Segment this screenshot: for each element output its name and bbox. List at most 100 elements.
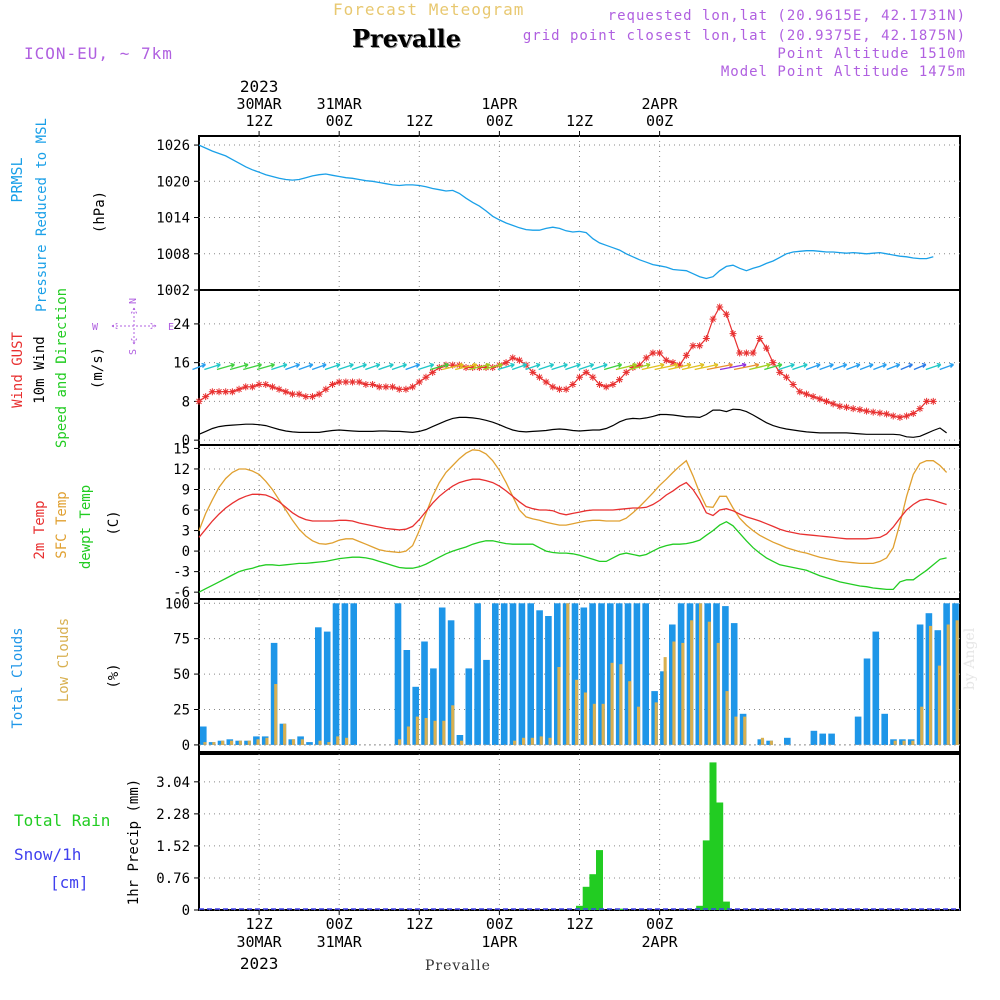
total-clouds-bar: [828, 733, 835, 745]
wind-direction-arrow: [229, 362, 249, 371]
gust-marker: [329, 380, 337, 388]
gust-marker: [409, 383, 417, 391]
total-clouds-bar: [562, 603, 570, 745]
total-clouds-bar: [412, 686, 419, 745]
low-clouds-bar: [283, 723, 287, 745]
wind-direction-arrow: [298, 362, 314, 371]
total-clouds-bar: [447, 620, 455, 745]
total-clouds-bar: [208, 742, 216, 745]
wind-speed-line: [198, 408, 947, 438]
wind-direction-arrow: [819, 362, 834, 371]
compass-north-label: N: [128, 298, 139, 304]
gust-marker: [349, 378, 357, 386]
y-tick-label: 0: [182, 738, 190, 754]
gust-marker: [782, 373, 790, 381]
temperature-panel: -6 -3 0 3 6 9 12 15 2m Temp SFC Temp dewpt Temp (C): [32, 441, 961, 601]
total-clouds-bar: [810, 730, 818, 745]
total-clouds-bar: [438, 607, 446, 745]
gust-marker: [616, 376, 624, 384]
wind-direction-arrow: [391, 362, 408, 371]
total-clouds-bar: [952, 603, 959, 745]
total-clouds-bar: [651, 691, 658, 745]
gust-marker: [215, 388, 223, 396]
gust-marker: [402, 385, 410, 393]
low-clouds-bar: [424, 718, 428, 745]
bottom-year-label: 2023: [240, 954, 279, 973]
gust-marker: [515, 356, 523, 364]
gust-marker: [248, 383, 256, 391]
total-clouds-bar: [669, 624, 676, 745]
low-clouds-bar: [230, 740, 234, 745]
total-clouds-bar: [306, 742, 313, 745]
gust-marker: [576, 373, 583, 381]
wind-direction-arrow: [694, 362, 719, 371]
total-clouds-bar: [554, 603, 561, 745]
top-hour-label: 00Z: [646, 112, 673, 130]
low-clouds-bar: [291, 739, 295, 745]
wind-direction-arrow: [578, 362, 595, 371]
wind-direction-arrow: [873, 362, 887, 371]
y-tick-label: 9: [182, 482, 190, 498]
total-clouds-bar: [350, 603, 357, 745]
y-tick-label: 12: [173, 462, 190, 478]
total-clouds-bar: [518, 603, 526, 745]
gust-marker: [429, 368, 437, 376]
dewpoint-line: [198, 520, 947, 593]
gust-marker: [889, 412, 897, 420]
total-clouds-ylabel: Total Clouds: [10, 627, 26, 728]
gust-marker: [415, 378, 423, 386]
clouds-unit-label: (%): [106, 663, 122, 688]
low-clouds-bar: [690, 620, 694, 745]
low-clouds-bar: [672, 641, 676, 745]
gust-marker: [909, 410, 917, 418]
gust-marker: [235, 385, 243, 393]
low-clouds-bar: [637, 706, 641, 745]
wind-direction-arrow: [405, 362, 421, 371]
wind-direction-arrow: [551, 362, 568, 371]
wind-direction-arrow: [913, 362, 927, 371]
top-day-label: 31MAR: [317, 95, 363, 113]
gust-marker: [469, 364, 477, 371]
2m-temp-ylabel: 2m Temp: [32, 500, 48, 559]
model-label: ICON-EU, ~ 7km: [24, 44, 173, 63]
y-tick-label: 100: [165, 596, 190, 612]
wind-direction-arrow: [525, 362, 541, 371]
gust-marker: [756, 334, 764, 342]
total-clouds-bar: [421, 641, 428, 745]
total-clouds-bar: [500, 603, 508, 745]
gust-marker: [716, 303, 724, 311]
wind-direction-arrow: [603, 362, 623, 371]
total-clouds-bar: [297, 736, 304, 745]
total-clouds-bar: [642, 603, 649, 745]
low-clouds-bar: [530, 737, 534, 745]
total-clouds-bar: [943, 603, 950, 745]
gust-marker: [929, 397, 937, 405]
low-clouds-bar: [681, 642, 685, 745]
low-clouds-bar: [628, 681, 632, 745]
total-clouds-bar: [730, 623, 738, 745]
pressure-unit-label: (hPa): [92, 191, 108, 233]
compass-rose: N S W E: [92, 298, 174, 355]
low-clouds-bar: [539, 736, 543, 745]
low-clouds-bar: [654, 702, 658, 745]
footer-station-label: Prevalle: [425, 958, 491, 974]
total-clouds-bar: [624, 603, 632, 745]
total-clouds-bar: [677, 603, 685, 745]
compass-east-label: E: [168, 322, 174, 333]
gust-marker: [769, 359, 777, 367]
gust-marker: [369, 380, 377, 388]
y-tick-label: 0: [182, 903, 190, 919]
total-clouds-bar: [571, 603, 579, 745]
top-hour-label: 12Z: [566, 112, 593, 130]
compass-west-label: W: [92, 322, 99, 333]
wind-direction-arrow: [925, 362, 942, 371]
wind-direction-arrow: [285, 362, 301, 371]
gust-marker: [395, 385, 403, 393]
rain-bar: [582, 886, 590, 910]
gust-marker: [863, 407, 871, 415]
top-day-label: 30MAR: [237, 95, 283, 113]
gust-marker: [362, 380, 370, 388]
bottom-hour-label: 00Z: [486, 915, 513, 933]
